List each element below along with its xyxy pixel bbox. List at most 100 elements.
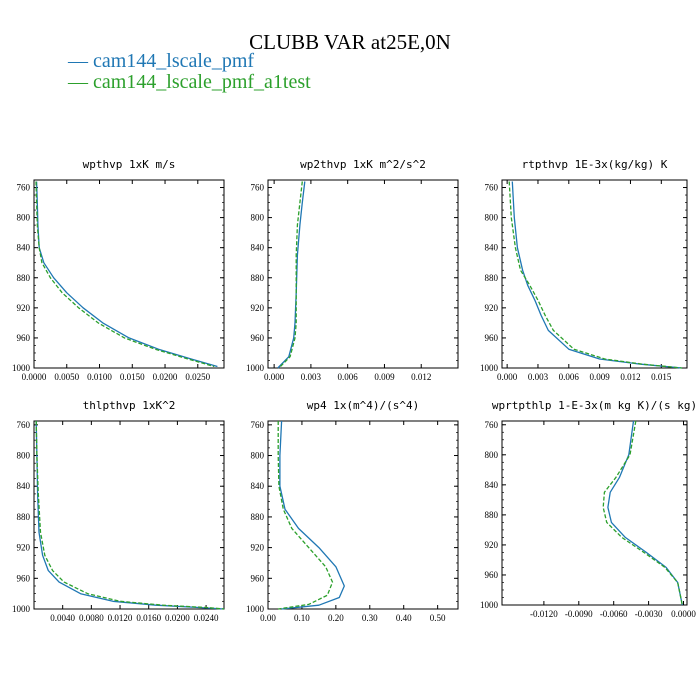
x-tick-label: 0.0150 [120, 372, 145, 382]
x-tick-label: 0.10 [294, 613, 310, 623]
panel-2: rtpthvp 1E-3x(kg/kg) K 760 800 840 880 920 960… [480, 158, 688, 382]
x-tick-label: 0.0200 [153, 372, 178, 382]
y-tick-label: 800 [17, 451, 31, 461]
x-tick-label: 0.0000 [671, 609, 696, 619]
series-line-1 [278, 181, 303, 369]
figure-title: CLUBB VAR at25E,0N [249, 30, 451, 54]
y-tick-label: 920 [251, 303, 265, 313]
y-tick-label: 1000 [12, 363, 31, 373]
panel-title: wprtpthlp 1-E-3x(m kg K)/(s kg) [492, 399, 697, 412]
y-tick-label: 760 [17, 420, 31, 430]
panel-0: wpthvp 1xK m/s76080084088092096010000.00… [12, 158, 225, 382]
y-tick-label: 1000 [246, 604, 265, 614]
series-line-0 [607, 420, 683, 606]
x-tick-label: 0.009 [374, 372, 395, 382]
y-tick-label: 920 [485, 303, 499, 313]
y-tick-label: 800 [485, 213, 499, 223]
series-line-0 [35, 420, 225, 610]
y-tick-label: 760 [485, 183, 499, 193]
y-tick-label: 1000 [246, 363, 265, 373]
y-tick-label: 960 [17, 333, 31, 343]
x-tick-label: 0.012 [411, 372, 431, 382]
panel-5: wprtpthlp 1-E-3x(m kg K)/(s kg) 760 800 840… [480, 399, 697, 619]
x-tick-label: 0.006 [559, 372, 580, 382]
y-tick-label: 960 [251, 573, 265, 583]
y-tick-label: 960 [485, 570, 499, 580]
series-line-1 [508, 181, 682, 369]
y-tick-label: 960 [17, 573, 31, 583]
y-tick-label: 920 [485, 540, 499, 550]
x-tick-label: 0.0200 [165, 613, 190, 623]
x-tick-label: 0.003 [528, 372, 549, 382]
y-tick-label: 800 [251, 451, 265, 461]
series-line-0 [511, 181, 682, 369]
y-tick-label: 880 [485, 510, 499, 520]
y-tick-label: 840 [485, 243, 499, 253]
x-tick-label: 0.003 [301, 372, 322, 382]
y-tick-label: 760 [251, 420, 265, 430]
x-tick-label: 0.0250 [185, 372, 210, 382]
plot-frame [501, 179, 688, 369]
series-line-1 [35, 181, 215, 368]
panel-4: wp4 1x(m^4)/(s^4)76080084088092096010000… [246, 399, 459, 623]
x-tick-label: 0.30 [362, 613, 378, 623]
plot-frame [267, 179, 459, 369]
series-line-1 [277, 421, 334, 610]
y-tick-label: 800 [485, 450, 499, 460]
x-tick-label: 0.20 [328, 613, 344, 623]
panel-1: wp2thvp 1xK m^2/s^2 760 800 840 880 920 960 100… [246, 158, 459, 382]
x-tick-label: 0.000 [264, 372, 285, 382]
y-tick-label: 760 [251, 183, 265, 193]
x-tick-label: -0.0030 [635, 609, 663, 619]
x-tick-label: 0.015 [651, 372, 672, 382]
x-tick-label: 0.012 [620, 372, 640, 382]
legend-entry-0: — cam144_lscale_pmf [68, 50, 255, 72]
x-tick-label: 0.50 [430, 613, 446, 623]
series-line-0 [35, 181, 218, 368]
plot-frame [267, 420, 459, 610]
y-tick-label: 1000 [480, 600, 499, 610]
y-tick-label: 880 [251, 273, 265, 283]
x-tick-label: 0.0240 [194, 613, 219, 623]
x-tick-label: 0.0120 [108, 613, 133, 623]
x-tick-label: 0.0050 [54, 372, 79, 382]
x-tick-label: 0.0100 [87, 372, 112, 382]
y-tick-label: 960 [251, 333, 265, 343]
panel-title: thlpthvp 1xK^2 [83, 399, 176, 412]
panel-title: wpthvp 1xK m/s [83, 158, 176, 171]
y-tick-label: 840 [17, 243, 31, 253]
x-tick-label: -0.0060 [600, 609, 628, 619]
y-tick-label: 760 [17, 183, 31, 193]
panel-title: rtpthvp 1E-3x(kg/kg) K [522, 158, 668, 171]
panel-3: thlpthvp 1xK^2 760 800 840 880 920 960 1000 0.00… [12, 399, 225, 623]
y-tick-label: 1000 [480, 363, 499, 373]
x-tick-label: 0.0160 [136, 613, 161, 623]
x-tick-label: -0.0090 [565, 609, 593, 619]
y-tick-label: 800 [17, 213, 31, 223]
y-tick-label: 840 [251, 243, 265, 253]
x-tick-label: -0.0120 [530, 609, 558, 619]
legend-entry-1: — cam144_lscale_pmf_a1test [68, 71, 311, 93]
y-tick-label: 840 [251, 481, 265, 491]
plot-frame [33, 420, 225, 610]
series-line-1 [35, 420, 225, 610]
y-tick-label: 960 [485, 333, 499, 343]
y-tick-label: 800 [251, 213, 265, 223]
y-tick-label: 880 [251, 512, 265, 522]
y-tick-label: 920 [17, 303, 31, 313]
y-tick-label: 760 [485, 420, 499, 430]
x-tick-label: 0.0080 [79, 613, 104, 623]
y-tick-label: 1000 [12, 604, 31, 614]
plot-frame [501, 420, 688, 606]
y-tick-label: 840 [17, 481, 31, 491]
series-line-1 [602, 420, 683, 606]
x-tick-label: 0.40 [396, 613, 412, 623]
x-tick-label: 0.0040 [50, 613, 75, 623]
panel-title: wp2thvp 1xK m^2/s^2 [300, 158, 426, 171]
y-tick-label: 920 [251, 543, 265, 553]
x-tick-label: 0.000 [497, 372, 518, 382]
y-tick-label: 840 [485, 480, 499, 490]
x-tick-label: 0.006 [338, 372, 359, 382]
x-tick-label: 0.0000 [22, 372, 47, 382]
